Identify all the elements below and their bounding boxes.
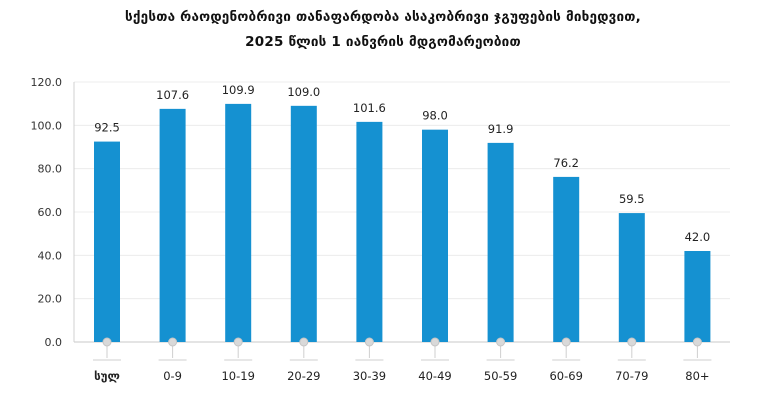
data-label: 101.6: [353, 101, 386, 115]
axis-marker-dot: [102, 337, 112, 347]
x-tick-label: 20-29: [287, 369, 320, 383]
bar: [487, 142, 514, 342]
chart-title-line-1: სქესთა რაოდენობრივი თანაფარდობა ასაკობრი…: [125, 9, 641, 25]
data-label: 42.0: [685, 230, 711, 244]
x-tick-label: სულ: [94, 369, 120, 383]
axis-marker-dot: [364, 337, 374, 347]
axis-marker-dot: [233, 337, 243, 347]
axis-marker-dot: [496, 337, 506, 347]
axis-marker-dot: [692, 337, 702, 347]
x-tick-label: 60-69: [549, 369, 582, 383]
x-tick-label: 40-49: [418, 369, 451, 383]
data-label: 98.0: [422, 109, 448, 123]
y-tick-label: 120.0: [31, 76, 63, 89]
chart-title-line-2: 2025 წლის 1 იანვრის მდგომარეობით: [245, 34, 521, 50]
x-tick-label: 70-79: [615, 369, 648, 383]
y-tick-label: 80.0: [38, 163, 63, 176]
bar: [618, 213, 645, 342]
y-tick-label: 60.0: [38, 206, 63, 219]
y-tick-label: 40.0: [38, 249, 63, 262]
y-tick-label: 20.0: [38, 293, 63, 306]
axis-marker-dot: [561, 337, 571, 347]
axis-marker-dot: [299, 337, 309, 347]
bar: [422, 129, 448, 342]
data-label: 59.5: [619, 192, 645, 206]
data-label: 92.5: [94, 121, 120, 135]
x-tick-label: 0-9: [163, 369, 182, 383]
bar: [159, 108, 186, 342]
y-tick-label: 100.0: [31, 119, 63, 132]
bar: [553, 176, 580, 342]
x-tick-label: 50-59: [484, 369, 517, 383]
bar: [225, 103, 252, 342]
x-tick-label: 30-39: [353, 369, 386, 383]
bar: [356, 121, 383, 342]
bar: [290, 105, 317, 342]
data-label: 109.9: [222, 83, 255, 97]
data-label: 76.2: [553, 156, 579, 170]
bar: [684, 251, 711, 342]
axis-marker-dot: [627, 337, 637, 347]
data-label: 91.9: [488, 122, 514, 136]
y-tick-label: 0.0: [45, 336, 63, 349]
axis-marker-dot: [168, 337, 178, 347]
data-label: 107.6: [156, 88, 189, 102]
axis-marker-dot: [430, 337, 440, 347]
x-tick-label: 80+: [685, 369, 709, 383]
bar: [94, 141, 120, 342]
data-label: 109.0: [287, 85, 320, 99]
x-tick-label: 10-19: [221, 369, 254, 383]
